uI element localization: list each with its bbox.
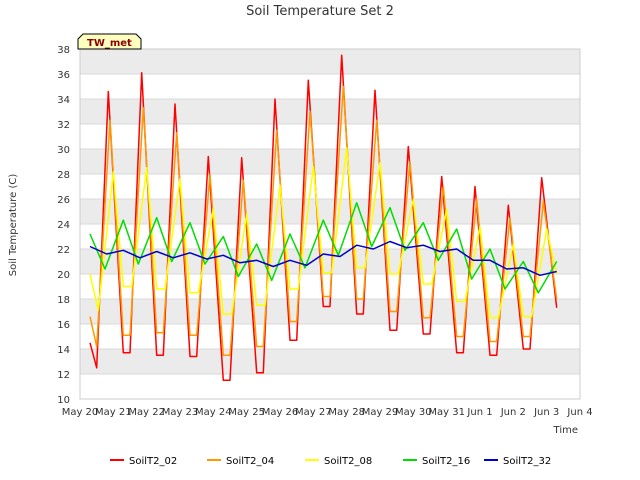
plot-band — [80, 349, 580, 374]
series-line-SoilT2_02 — [89, 54, 558, 382]
x-tick-label: May 25 — [228, 407, 265, 418]
x-tick-label: May 20 — [62, 407, 99, 418]
station-label-box: TW_met — [77, 33, 142, 50]
y-tick-label: 26 — [57, 195, 70, 206]
plot-band — [80, 174, 580, 199]
x-tick-label: May 30 — [395, 407, 432, 418]
series-line-SoilT2_32 — [89, 240, 557, 277]
x-tick-label: Jun 3 — [533, 407, 559, 418]
y-tick-label: 30 — [57, 145, 70, 156]
x-tick-label: Jun 2 — [500, 407, 526, 418]
y-tick-label: 36 — [57, 70, 70, 81]
plot-band — [80, 374, 580, 399]
y-tick-label: 12 — [57, 370, 70, 381]
x-tick-label: May 23 — [162, 407, 199, 418]
station-label: TW_met — [87, 38, 132, 49]
y-tick-label: 20 — [57, 270, 70, 281]
legend-label: SoilT2_16 — [422, 456, 470, 467]
plot-band — [80, 74, 580, 99]
plot-band — [80, 49, 580, 74]
x-tick-label: May 21 — [95, 407, 132, 418]
x-tick-label: May 22 — [128, 407, 165, 418]
y-tick-label: 18 — [57, 295, 70, 306]
x-tick-label: May 31 — [428, 407, 465, 418]
x-tick-label: May 26 — [262, 407, 299, 418]
plot-band — [80, 124, 580, 149]
station-label-background — [77, 33, 142, 50]
y-tick-label: 34 — [57, 95, 70, 106]
y-tick-labels: 10 12 14 16 18 20 22 24 26 28 30 32 34 36 38 — [57, 45, 70, 406]
chart-title: Soil Temperature Set 2 — [246, 4, 394, 19]
x-tick-label: Jun 4 — [566, 407, 592, 418]
legend-label: SoilT2_32 — [503, 456, 551, 467]
y-tick-label: 38 — [57, 45, 70, 56]
y-tick-label: 32 — [57, 120, 70, 131]
y-tick-label: 14 — [57, 345, 70, 356]
y-tick-label: 16 — [57, 320, 70, 331]
plot-band — [80, 99, 580, 124]
y-tick-label: 22 — [57, 245, 70, 256]
axes — [79, 48, 581, 400]
x-tick-label: May 27 — [295, 407, 332, 418]
y-tick-label: 24 — [57, 220, 70, 231]
y-axis-title: Soil Temperature (C) — [8, 174, 19, 277]
plot-band — [80, 149, 580, 174]
series-line-SoilT2_16 — [89, 202, 558, 294]
legend-label: SoilT2_02 — [129, 456, 177, 467]
series-group — [89, 54, 558, 382]
legend-label: SoilT2_08 — [324, 456, 372, 467]
y-tick-label: 28 — [57, 170, 70, 181]
plot-background — [80, 49, 580, 399]
x-axis-title: Time — [553, 425, 578, 436]
plot-band — [80, 199, 580, 224]
plot-band — [80, 249, 580, 274]
x-tick-label: Jun 1 — [466, 407, 492, 418]
series-line-SoilT2_04 — [89, 85, 558, 357]
y-tick-label: 10 — [57, 395, 70, 406]
x-tick-label: May 29 — [362, 407, 399, 418]
plot-frame — [79, 48, 581, 400]
x-tick-label: May 28 — [328, 407, 365, 418]
legend-label: SoilT2_04 — [226, 456, 274, 467]
x-tick-label: May 24 — [195, 407, 232, 418]
legend: SoilT2_02 SoilT2_04 SoilT2_08 SoilT2_16 Soil… — [110, 456, 551, 467]
series-line-SoilT2_08 — [89, 147, 558, 319]
